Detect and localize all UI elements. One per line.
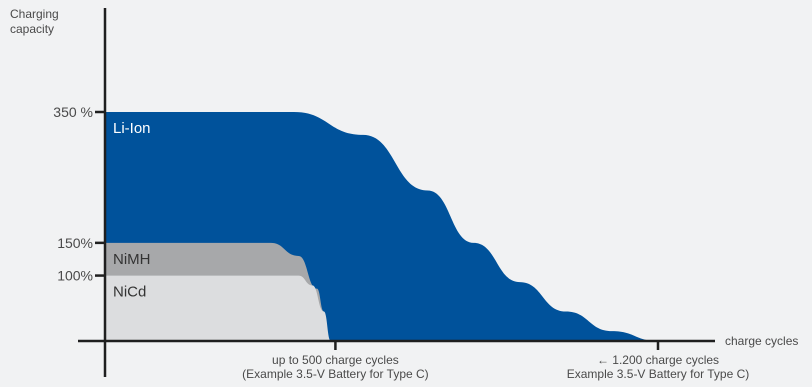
axes [78,8,715,377]
y-axis-title: capacity [10,22,54,36]
series-label-li-ion: Li-Ion [113,120,151,137]
y-tick-label: 150% [57,235,93,251]
series-areas [105,112,658,341]
series-area-nicd [105,275,331,341]
x-tick-label: ← 1.200 charge cycles [597,353,719,367]
y-tick-label: 100% [57,268,93,284]
x-tick-label: Example 3.5-V Battery for Type C) [567,367,750,381]
y-tick-label: 350 % [53,104,93,120]
x-tick-label: up to 500 charge cycles [272,353,399,367]
series-label-nimh: NiMH [113,251,151,268]
labels: 350 % 150% 100% up to 500 charge cycles(Exa… [10,7,798,381]
series-label-nicd: NiCd [113,284,146,301]
x-tick-label: (Example 3.5-V Battery for Type C) [242,367,429,381]
x-axis-title: charge cycles [725,334,798,348]
y-axis-title: Charging [10,7,59,21]
